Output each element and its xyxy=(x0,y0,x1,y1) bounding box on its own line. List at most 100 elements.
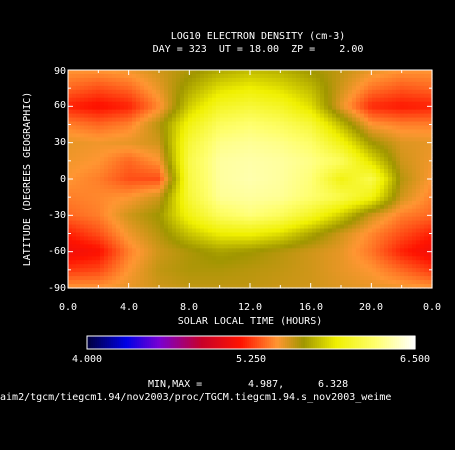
heatmap-cell xyxy=(276,105,281,111)
heatmap-cell xyxy=(412,228,417,234)
heatmap-cell xyxy=(88,89,93,95)
heatmap-cell xyxy=(248,137,253,142)
heatmap-cell xyxy=(312,252,317,257)
heatmap-cell xyxy=(92,192,97,198)
heatmap-cell xyxy=(76,260,81,265)
heatmap-cell xyxy=(280,184,285,190)
heatmap-cell xyxy=(164,232,169,238)
heatmap-cell xyxy=(112,93,117,99)
heatmap-cell xyxy=(372,240,377,245)
heatmap-cell xyxy=(352,89,357,95)
heatmap-cell xyxy=(348,248,353,253)
heatmap-cell xyxy=(340,93,345,99)
heatmap-cell xyxy=(164,77,169,83)
heatmap-cell xyxy=(348,184,353,190)
heatmap-cell xyxy=(384,85,389,91)
heatmap-cell xyxy=(408,212,413,218)
heatmap-cell xyxy=(364,109,369,115)
heatmap-cell xyxy=(136,244,141,249)
heatmap-cell xyxy=(96,272,101,277)
heatmap-cell xyxy=(92,109,97,115)
heatmap-cell xyxy=(324,224,329,230)
heatmap-cell xyxy=(268,180,273,186)
heatmap-cell xyxy=(148,169,153,174)
heatmap-cell xyxy=(288,188,293,194)
heatmap-cell xyxy=(376,280,381,285)
heatmap-cell xyxy=(152,169,157,174)
heatmap-cell xyxy=(132,93,137,99)
heatmap-cell xyxy=(292,192,297,198)
heatmap-cell xyxy=(388,149,393,154)
heatmap-cell xyxy=(156,85,161,91)
heatmap-cell xyxy=(280,260,285,265)
heatmap-cell xyxy=(416,121,421,127)
heatmap-cell xyxy=(140,240,145,245)
heatmap-cell xyxy=(188,89,193,95)
heatmap-cell xyxy=(332,240,337,245)
heatmap-cell xyxy=(212,85,217,91)
heatmap-cell xyxy=(176,113,181,119)
heatmap-cell xyxy=(124,184,129,190)
heatmap-cell xyxy=(320,280,325,285)
heatmap-cell xyxy=(68,228,73,234)
heatmap-cell xyxy=(156,73,161,79)
heatmap-cell xyxy=(312,129,317,135)
heatmap-cell xyxy=(312,85,317,91)
heatmap-cell xyxy=(104,125,109,131)
heatmap-cell xyxy=(292,105,297,111)
heatmap-cell xyxy=(112,220,117,226)
heatmap-cell xyxy=(152,73,157,79)
heatmap-cell xyxy=(140,180,145,186)
heatmap-cell xyxy=(120,101,125,107)
heatmap-cell xyxy=(120,117,125,123)
heatmap-cell xyxy=(200,240,205,245)
heatmap-cell xyxy=(332,161,337,166)
heatmap-cell xyxy=(260,196,265,202)
heatmap-cell xyxy=(160,276,165,281)
heatmap-cell xyxy=(108,216,113,222)
heatmap-cell xyxy=(232,133,237,138)
heatmap-cell xyxy=(144,93,149,99)
heatmap-cell xyxy=(292,97,297,103)
heatmap-cell xyxy=(376,125,381,131)
heatmap-cell xyxy=(332,228,337,234)
heatmap-cell xyxy=(316,180,321,186)
heatmap-cell xyxy=(208,260,213,265)
heatmap-cell xyxy=(212,260,217,265)
heatmap-cell xyxy=(260,177,265,182)
heatmap-cell xyxy=(304,232,309,238)
heatmap-cell xyxy=(364,161,369,166)
heatmap-cell xyxy=(256,276,261,281)
heatmap-cell xyxy=(324,208,329,214)
heatmap-cell xyxy=(272,180,277,186)
heatmap-cell xyxy=(384,101,389,107)
heatmap-cell xyxy=(368,196,373,202)
heatmap-cell xyxy=(108,165,113,170)
heatmap-cell xyxy=(340,121,345,127)
heatmap-cell xyxy=(352,161,357,166)
heatmap-cell xyxy=(236,153,241,158)
heatmap-cell xyxy=(232,169,237,174)
heatmap-cell xyxy=(144,121,149,127)
heatmap-cell xyxy=(172,248,177,253)
heatmap-cell xyxy=(212,153,217,158)
heatmap-cell xyxy=(332,244,337,249)
heatmap-cell xyxy=(420,180,425,186)
heatmap-cell xyxy=(184,248,189,253)
heatmap-cell xyxy=(360,97,365,103)
heatmap-cell xyxy=(320,133,325,138)
heatmap-cell xyxy=(196,220,201,226)
heatmap-cell xyxy=(260,216,265,222)
heatmap-cell xyxy=(320,192,325,198)
heatmap-cell xyxy=(244,236,249,242)
heatmap-cell xyxy=(192,97,197,103)
heatmap-cell xyxy=(144,256,149,261)
heatmap-cell xyxy=(280,228,285,234)
heatmap-cell xyxy=(108,220,113,226)
heatmap-cell xyxy=(196,73,201,79)
heatmap-cell xyxy=(96,236,101,242)
heatmap-cell xyxy=(256,284,261,289)
heatmap-cell xyxy=(188,260,193,265)
heatmap-cell xyxy=(88,121,93,127)
heatmap-cell xyxy=(292,240,297,245)
